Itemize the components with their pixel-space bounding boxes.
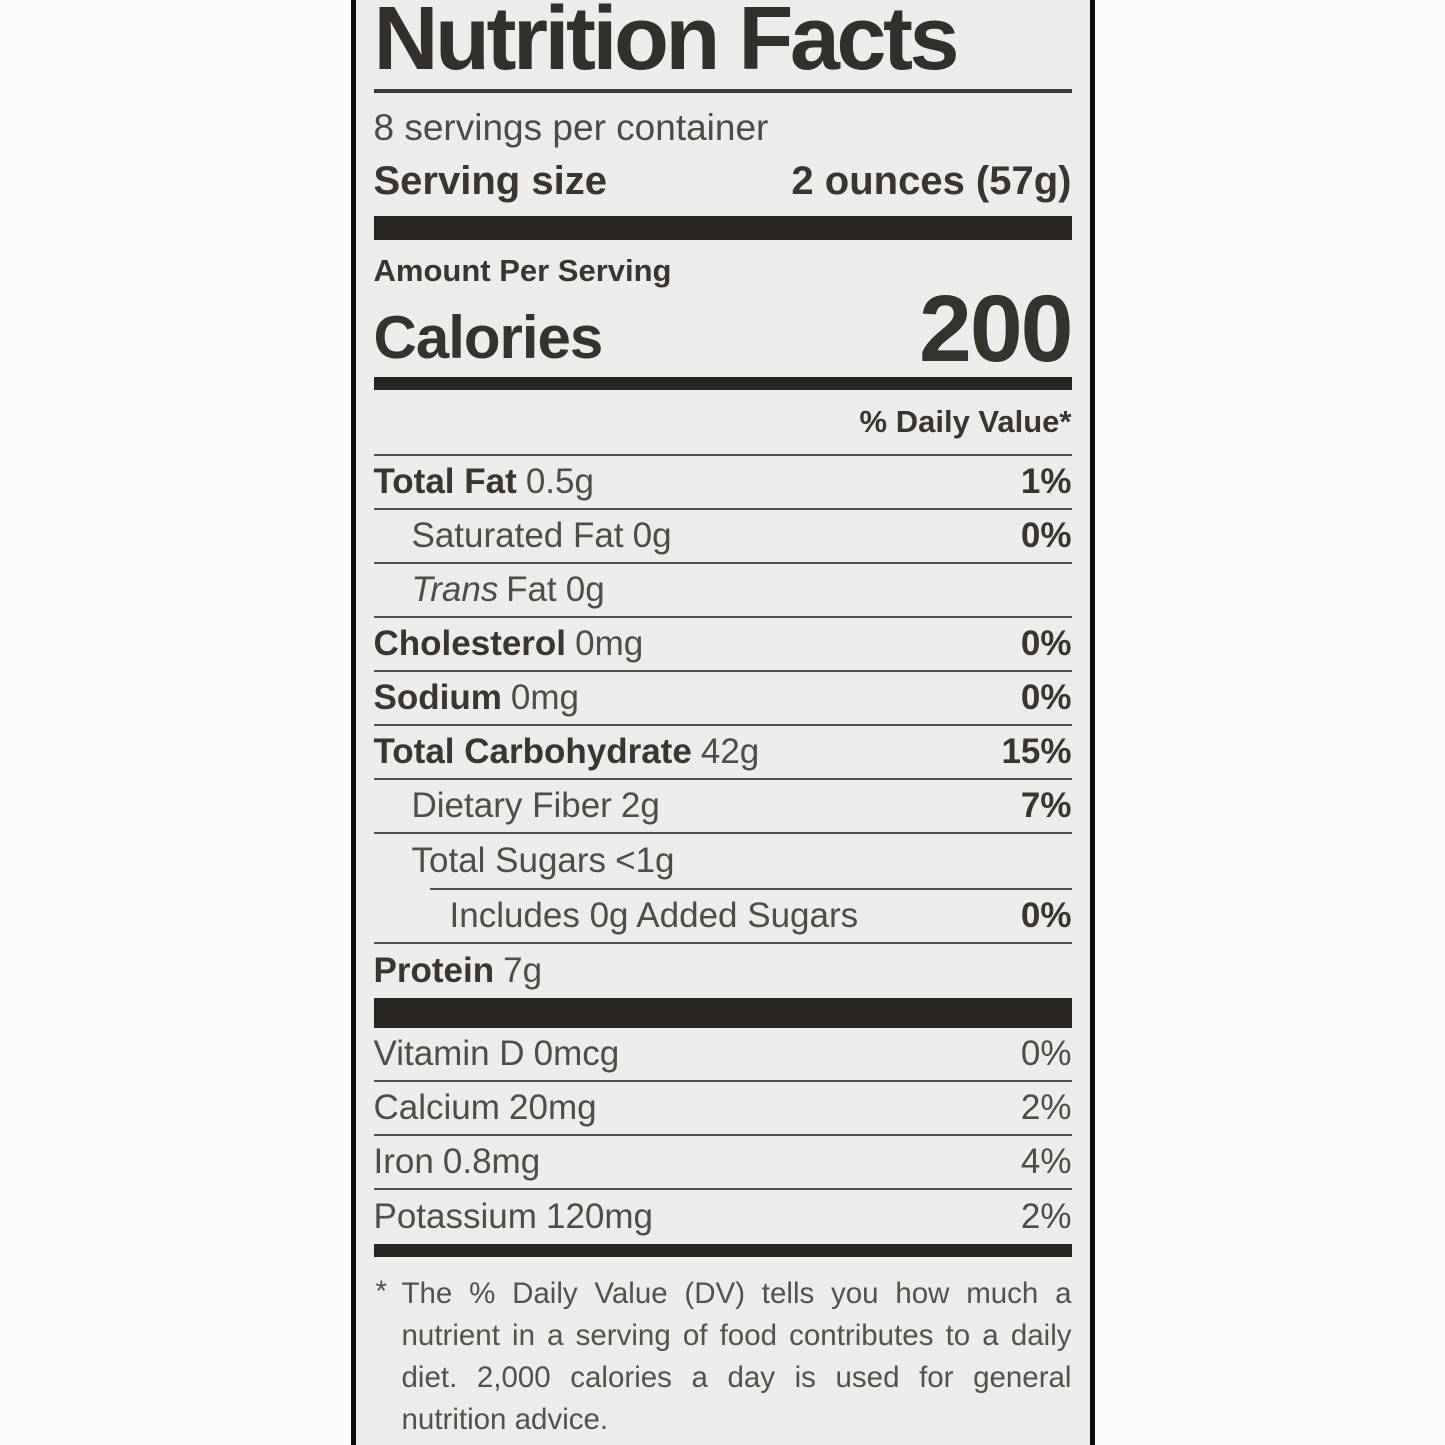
nutrient-name: Trans Fat 0g: [411, 570, 605, 610]
nutrient-row-cholesterol: Cholesterol 0mg 0%: [373, 618, 1072, 673]
heavy-separator-bar: [373, 998, 1072, 1029]
footnote-separator-bar: [373, 1244, 1072, 1258]
servings-per-container: 8 servings per container: [373, 107, 769, 149]
nutrient-name: Iron 0.8mg: [373, 1142, 541, 1182]
footnote-text: The % Daily Value (DV) tells you how muc…: [401, 1277, 1072, 1436]
thick-separator-bar: [373, 216, 1072, 241]
nutrient-name: Total Carbohydrate 42g: [373, 732, 760, 772]
nutrient-dv: 1%: [1020, 462, 1072, 502]
nutrient-row-total-sugars: Total Sugars <1g: [374, 834, 1072, 888]
serving-size-label: Serving size: [373, 159, 607, 204]
nutrient-row-sodium: Sodium 0mg 0%: [373, 672, 1072, 727]
nutrition-facts-label: Nutrition Facts 8 servings per container…: [350, 0, 1095, 1445]
nutrient-name: Saturated Fat 0g: [411, 516, 672, 556]
serving-size-value: 2 ounces (57g): [791, 159, 1072, 204]
serving-size-row: Serving size 2 ounces (57g): [374, 159, 1072, 204]
nutrient-name: Dietary Fiber 2g: [411, 786, 660, 826]
daily-value-header: % Daily Value*: [373, 390, 1072, 457]
nutrient-name: Total Fat 0.5g: [373, 462, 594, 502]
nutrient-dv: 0%: [1020, 1034, 1072, 1074]
micronutrient-row-iron: Iron 0.8mg 4%: [373, 1136, 1072, 1191]
nutrient-dv: 0%: [1020, 678, 1072, 718]
nutrient-row-dietary-fiber: Dietary Fiber 2g 7%: [373, 780, 1072, 835]
nutrient-dv: 7%: [1020, 786, 1072, 826]
calories-label: Calories: [373, 304, 604, 372]
nutrient-row-total-carbohydrate: Total Carbohydrate 42g 15%: [373, 726, 1072, 781]
footnote-marker: *: [375, 1275, 387, 1309]
micronutrient-row-potassium: Potassium 120mg 2%: [374, 1190, 1072, 1244]
nutrient-row-trans-fat: Trans Fat 0g: [373, 564, 1072, 619]
micronutrient-row-calcium: Calcium 20mg 2%: [373, 1082, 1072, 1137]
label-title: Nutrition Facts: [373, 0, 960, 90]
nutrient-dv: 0%: [1020, 896, 1072, 936]
nutrient-name: Cholesterol 0mg: [373, 624, 644, 664]
nutrient-dv: 2%: [1020, 1197, 1072, 1237]
nutrient-name: Includes 0g Added Sugars: [449, 896, 859, 936]
nutrient-name: Sodium 0mg: [373, 678, 580, 718]
nutrient-dv: 2%: [1020, 1088, 1072, 1128]
nutrient-name: Vitamin D 0mcg: [373, 1034, 620, 1074]
nutrient-name: Protein 7g: [373, 951, 543, 991]
footnote: * The % Daily Value (DV) tells you how m…: [374, 1257, 1072, 1445]
nutrient-name: Total Sugars <1g: [411, 841, 675, 881]
calories-value: 200: [918, 276, 1074, 383]
nutrient-name: Potassium 120mg: [373, 1197, 654, 1237]
indented-divider: [429, 888, 1072, 891]
nutrient-dv: 0%: [1020, 516, 1072, 556]
nutrient-dv: 0%: [1020, 624, 1072, 664]
medium-separator-bar: [373, 377, 1072, 391]
nutrient-row-protein: Protein 7g: [374, 944, 1072, 998]
nutrient-row-total-fat: Total Fat 0.5g 1%: [373, 456, 1072, 511]
calories-row: Calories 200: [373, 276, 1074, 383]
nutrient-dv: 15%: [1001, 732, 1072, 772]
nutrient-row-saturated-fat: Saturated Fat 0g 0%: [373, 510, 1072, 565]
nutrient-dv: 4%: [1020, 1142, 1072, 1182]
amount-per-serving-label: Amount Per Serving: [373, 253, 672, 289]
nutrient-name: Calcium 20mg: [373, 1088, 597, 1128]
title-divider: [373, 89, 1072, 94]
micronutrient-row-vitamin-d: Vitamin D 0mcg 0%: [373, 1028, 1072, 1083]
nutrient-row-added-sugars: Includes 0g Added Sugars 0%: [373, 890, 1072, 945]
